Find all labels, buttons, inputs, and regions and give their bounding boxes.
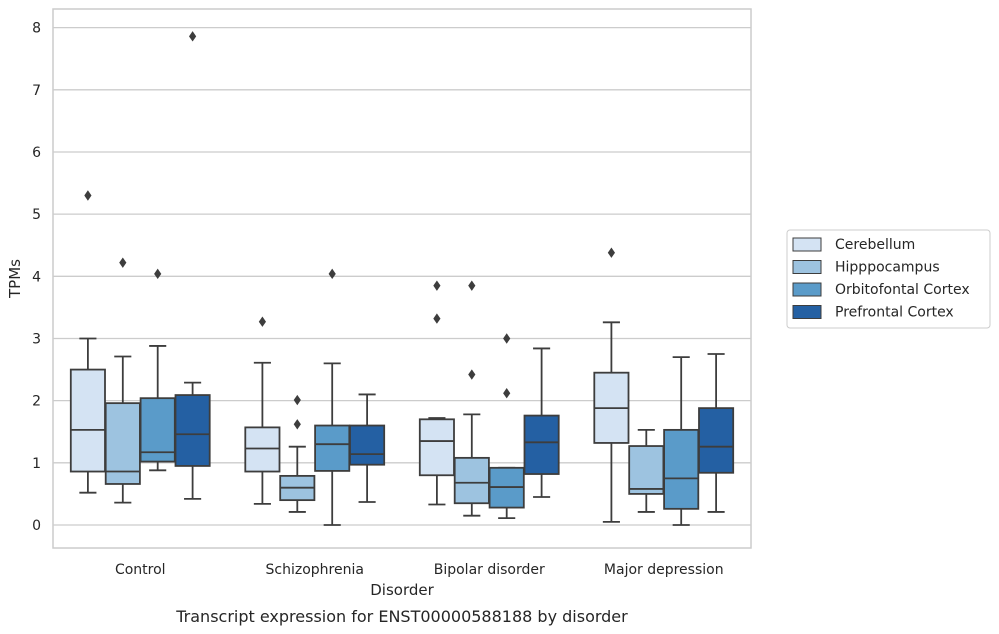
box-control-hipppocampus (104, 257, 141, 504)
box-control-orbitofontal-cortex (139, 268, 176, 472)
box-iqr (174, 394, 211, 467)
y-tick-label: 5 (32, 207, 41, 223)
box-major-depression-prefrontal-cortex (698, 353, 735, 513)
box-iqr (698, 407, 735, 474)
legend-label: Prefrontal Cortex (835, 305, 954, 321)
box-iqr (139, 397, 176, 463)
outlier-point (119, 257, 127, 268)
legend: Cerebellum Hipppocampus Orbitofontal Corte… (786, 229, 991, 329)
outlier-point (328, 268, 336, 280)
box-iqr (244, 426, 281, 473)
box-iqr (314, 424, 351, 472)
y-tick-label: 3 (32, 331, 41, 347)
y-tick-label: 8 (32, 21, 41, 37)
outlier-point (503, 333, 511, 344)
x-tick-label: Major depression (604, 562, 724, 578)
outlier-point (503, 388, 511, 399)
box-schizophrenia-cerebellum (244, 316, 281, 505)
y-tick-label: 6 (32, 145, 41, 161)
box-iqr (349, 424, 386, 466)
outlier-point (433, 280, 441, 291)
outlier-point (468, 369, 476, 380)
outlier-point (258, 316, 266, 327)
legend-swatch (792, 282, 822, 297)
box-major-depression-orbitofontal-cortex (663, 356, 700, 526)
box-schizophrenia-orbitofontal-cortex (314, 268, 351, 526)
legend-label: Hipppocampus (835, 260, 940, 276)
outlier-point (468, 280, 476, 291)
x-tick-label: Bipolar disorder (434, 562, 545, 578)
y-axis-ticks: 0 1 2 3 4 5 6 7 8 (32, 21, 41, 534)
legend-frame (786, 229, 991, 329)
box-bipolar-disorder-hipppocampus (453, 280, 490, 517)
box-schizophrenia-hipppocampus (279, 394, 316, 513)
box-iqr (523, 414, 560, 475)
box-iqr (663, 428, 700, 510)
box-bipolar-disorder-prefrontal-cortex (523, 347, 560, 498)
y-axis-label: TPMs (6, 259, 24, 299)
box-control-cerebellum (69, 190, 106, 494)
outlier-point (84, 190, 92, 201)
plot-area-frame (52, 8, 752, 549)
box-major-depression-hipppocampus (628, 428, 665, 513)
box-bipolar-disorder-orbitofontal-cortex (488, 333, 525, 520)
outlier-point (293, 419, 301, 430)
box-bipolar-disorder-cerebellum (418, 280, 455, 506)
box-schizophrenia-prefrontal-cortex (349, 393, 386, 503)
y-tick-label: 2 (32, 394, 41, 410)
x-axis-ticks: Control Schizophrenia Bipolar disorder Majo… (115, 562, 724, 578)
boxes (69, 31, 735, 526)
legend-swatch (792, 260, 822, 274)
outlier-point (607, 247, 615, 258)
outlier-point (293, 394, 301, 406)
x-tick-label: Control (115, 562, 166, 578)
legend-swatch (792, 305, 822, 319)
y-tick-label: 4 (32, 269, 41, 285)
x-tick-label: Schizophrenia (266, 562, 364, 578)
y-tick-label: 0 (32, 518, 41, 534)
x-axis-label: Disorder (370, 581, 434, 599)
outlier-point (154, 268, 162, 280)
chart-caption: Transcript expression for ENST0000058818… (175, 607, 628, 626)
outlier-point (433, 313, 441, 324)
y-tick-label: 7 (32, 83, 41, 99)
box-major-depression-cerebellum (593, 247, 630, 523)
outlier-point (189, 31, 197, 42)
box-iqr (628, 445, 665, 495)
box-iqr (418, 418, 455, 477)
legend-label: Cerebellum (835, 237, 915, 253)
legend-swatch (792, 237, 822, 252)
box-iqr (69, 368, 106, 473)
y-tick-label: 1 (32, 456, 41, 472)
legend-label: Orbitofontal Cortex (835, 282, 970, 298)
box-iqr (453, 456, 490, 505)
box-control-prefrontal-cortex (174, 31, 211, 500)
